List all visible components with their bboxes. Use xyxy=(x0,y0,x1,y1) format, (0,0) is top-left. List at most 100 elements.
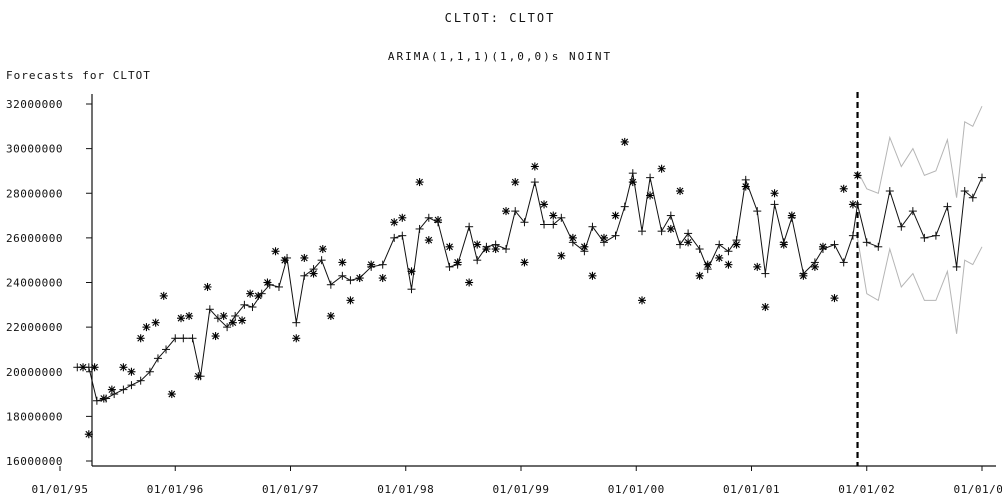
y-tick-label: 28000000 xyxy=(6,187,63,200)
x-tick-label: 01/01/02 xyxy=(838,483,895,496)
fitted-point xyxy=(695,245,704,254)
fitted-point xyxy=(599,238,608,247)
forecast-point xyxy=(943,202,952,211)
actual-point xyxy=(530,162,539,171)
actual-point xyxy=(549,211,558,220)
actual-point xyxy=(177,314,186,323)
fitted-point xyxy=(119,385,128,394)
actual-point xyxy=(465,278,474,287)
fitted-point xyxy=(110,390,119,399)
actual-point xyxy=(502,207,511,216)
forecast-point xyxy=(885,187,894,196)
forecast-point xyxy=(862,238,871,247)
actual-point xyxy=(292,334,301,343)
actual-point xyxy=(159,291,168,300)
fitted-point xyxy=(646,173,655,182)
actual-point xyxy=(127,367,136,376)
forecast-point xyxy=(920,233,929,242)
actual-point xyxy=(346,296,355,305)
actual-point xyxy=(620,137,629,146)
fitted-point xyxy=(346,276,355,285)
fitted-point xyxy=(799,269,808,278)
actual-point xyxy=(557,251,566,260)
fitted-point xyxy=(580,247,589,256)
fitted-point xyxy=(482,242,491,251)
actual-point xyxy=(770,189,779,198)
fitted-point xyxy=(502,245,511,254)
forecast-point xyxy=(908,207,917,216)
actual-point xyxy=(211,332,220,341)
actual-point xyxy=(568,233,577,242)
fitted-point xyxy=(715,240,724,249)
actual-point xyxy=(599,233,608,242)
actual-point xyxy=(666,224,675,233)
fitted-point xyxy=(92,396,101,405)
fitted-point xyxy=(292,318,301,327)
fitted-point xyxy=(638,227,647,236)
fitted-point xyxy=(390,233,399,242)
x-tick-label: 01/01/95 xyxy=(32,483,89,496)
fitted-point xyxy=(848,231,857,240)
fitted-point xyxy=(162,345,171,354)
actual-point xyxy=(90,363,99,372)
y-tick-label: 22000000 xyxy=(6,321,63,334)
fitted-point xyxy=(205,305,214,314)
fitted-point xyxy=(568,238,577,247)
forecast-point xyxy=(874,242,883,251)
fitted-point xyxy=(223,323,232,332)
fitted-point xyxy=(588,222,597,231)
actual-point xyxy=(415,178,424,187)
fitted-point xyxy=(628,169,637,178)
x-tick-label: 01/01/96 xyxy=(147,483,204,496)
fitted-point xyxy=(830,240,839,249)
actual-point xyxy=(715,253,724,262)
fitted-point xyxy=(317,256,326,265)
x-tick-label: 01/01/01 xyxy=(723,483,780,496)
actual-point xyxy=(119,363,128,372)
fitted-point xyxy=(274,282,283,291)
actual-point xyxy=(628,178,637,187)
fitted-point xyxy=(283,253,292,262)
forecast-point xyxy=(931,231,940,240)
x-tick-label: 01/01/00 xyxy=(608,483,665,496)
actual-point xyxy=(638,296,647,305)
actual-point xyxy=(142,323,151,332)
fitted-point xyxy=(557,213,566,222)
fitted-point xyxy=(540,220,549,229)
actual-point xyxy=(378,274,387,283)
x-tick-label: 01/01/97 xyxy=(262,483,319,496)
actual-point xyxy=(246,289,255,298)
forecast-point xyxy=(960,187,969,196)
actual-point xyxy=(84,430,93,439)
actual-point xyxy=(830,294,839,303)
forecast-point xyxy=(853,200,862,209)
forecast-point xyxy=(952,262,961,271)
series-layer xyxy=(73,92,986,466)
fitted-point xyxy=(511,207,520,216)
fitted-point xyxy=(326,280,335,289)
fitted-point xyxy=(338,271,347,280)
y-tick-label: 16000000 xyxy=(6,455,63,468)
actual-point xyxy=(657,164,666,173)
fitted-point xyxy=(378,260,387,269)
fitted-point xyxy=(818,245,827,254)
actual-point xyxy=(445,242,454,251)
fitted-point xyxy=(355,274,364,283)
chart-title: CLTOT: CLTOT xyxy=(445,11,556,25)
forecast-point xyxy=(897,222,906,231)
fitted-point xyxy=(398,231,407,240)
fitted-point xyxy=(196,372,205,381)
fitted-point xyxy=(779,238,788,247)
actual-point xyxy=(271,247,280,256)
x-tick-label: 01/01/03 xyxy=(954,483,1002,496)
actual-point xyxy=(219,311,228,320)
fitted-point xyxy=(188,334,197,343)
fitted-point xyxy=(839,258,848,267)
actual-point xyxy=(611,211,620,220)
axes xyxy=(91,94,996,467)
actual-point xyxy=(753,262,762,271)
fitted-point xyxy=(84,363,93,372)
actual-point xyxy=(588,271,597,280)
actual-point xyxy=(511,178,520,187)
actual-point xyxy=(424,236,433,245)
